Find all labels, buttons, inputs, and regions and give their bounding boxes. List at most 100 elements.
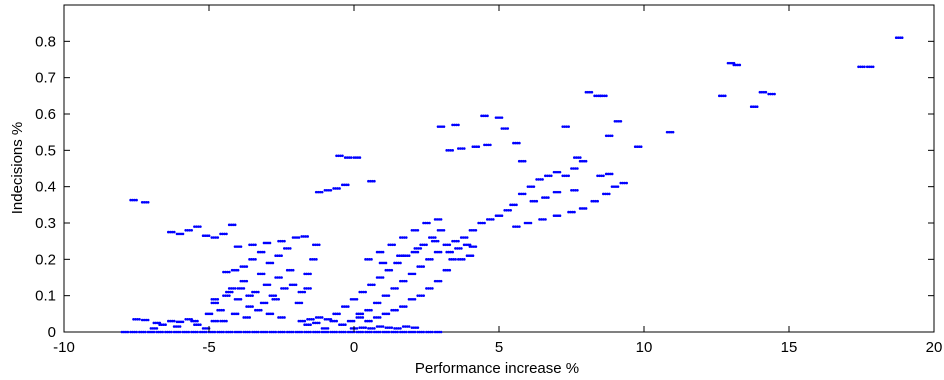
point-dot [514,225,517,228]
point-dot [347,305,350,308]
point-dot [283,330,286,334]
data-point [303,272,312,276]
point-dot [552,214,556,218]
point-dot [439,218,443,221]
point-dot [500,214,504,218]
point-dot [260,308,263,312]
point-dot [272,330,276,334]
point-dot [516,225,519,228]
point-dot [390,326,394,329]
point-dot [375,325,379,328]
point-dot [367,179,370,183]
point-dot [219,319,222,323]
data-point [416,330,426,334]
point-dot [440,228,444,232]
data-point [274,276,283,279]
point-dot [322,327,326,330]
point-dot [235,245,239,248]
point-dot [335,319,339,323]
data-point [430,239,440,243]
point-dot [309,258,312,261]
point-dot [612,185,616,188]
point-dot [329,319,333,323]
point-dot [248,243,251,247]
point-dot [481,221,484,225]
point-dot [347,156,351,159]
data-point [399,305,408,308]
point-dot [254,258,257,261]
point-dot [411,330,415,334]
point-dot [239,265,243,268]
point-dot [188,228,191,232]
point-dot [394,287,397,290]
point-dot [216,301,220,305]
point-dot [262,250,266,254]
point-dot [554,190,558,194]
data-point [465,254,475,257]
point-dot [359,312,363,316]
point-dot [459,258,462,261]
data-point [407,272,417,276]
point-dot [243,265,247,268]
point-dot [376,301,380,305]
point-dot [760,90,764,94]
point-dot [625,181,628,185]
data-point [259,330,269,334]
point-dot [278,254,281,257]
point-dot [222,270,225,274]
data-point [132,317,141,321]
point-dot [287,247,290,250]
point-dot [488,218,491,221]
point-dot [390,330,393,334]
data-point [312,321,321,325]
data-point [538,218,547,221]
point-dot [239,245,243,248]
point-dot [477,145,481,148]
point-dot [198,330,202,334]
data-point [500,127,510,130]
point-dot [243,279,247,283]
point-dot [370,319,373,323]
point-dot [310,317,313,321]
point-dot [529,221,533,225]
point-dot [236,312,240,316]
point-dot [385,312,389,316]
data-point [352,156,362,159]
point-dot [250,243,253,247]
data-point [155,330,164,334]
data-point [225,330,234,334]
point-dot [195,225,198,228]
point-dot [451,250,455,254]
point-dot [464,243,468,247]
point-dot [412,250,416,254]
point-dot [214,301,218,305]
point-dot [129,330,132,334]
point-dot [771,92,774,96]
point-dot [421,243,424,247]
point-dot [274,330,278,334]
data-point [152,321,162,325]
point-dot [291,236,295,239]
point-dot [430,239,434,243]
point-dot [327,317,331,321]
point-dot [371,283,374,287]
point-dot [527,221,531,225]
point-dot [274,254,277,257]
point-dot [528,185,532,188]
point-dot [613,119,617,123]
point-dot [416,294,420,297]
point-dot [453,123,456,127]
data-point [483,143,492,147]
point-dot [590,199,593,203]
data-point [335,154,344,158]
y-tick-label: 0 [48,324,56,341]
point-dot [216,298,220,301]
data-point [477,221,486,225]
data-point [201,327,211,330]
data-point [164,330,173,334]
data-point [129,198,138,202]
point-dot [900,36,904,39]
point-dot [584,159,588,163]
point-dot [314,190,318,194]
point-dot [461,258,464,261]
